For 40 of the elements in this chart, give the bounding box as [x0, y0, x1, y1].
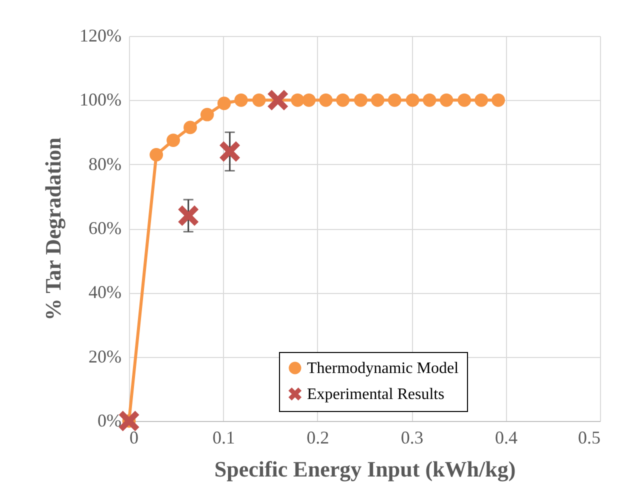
x-tick-label: 0.1	[212, 428, 235, 448]
y-tick-label: 80%	[88, 154, 122, 174]
point	[234, 93, 248, 107]
point	[178, 205, 199, 226]
point	[302, 93, 316, 107]
point	[220, 141, 240, 162]
y-tick-label: 20%	[88, 346, 122, 366]
x-tick-label: 0	[130, 428, 138, 448]
point	[370, 93, 384, 107]
point	[200, 108, 214, 122]
legend-label: Experimental Results	[307, 386, 444, 403]
point	[492, 93, 505, 107]
y-axis-title: % Tar Degradation	[40, 138, 66, 320]
point	[388, 93, 402, 107]
y-tick-label: 40%	[88, 282, 122, 302]
legend-label: Thermodynamic Model	[307, 360, 460, 377]
point	[354, 93, 368, 107]
point	[166, 134, 180, 147]
point	[184, 120, 197, 134]
x-tick-label: 0.3	[400, 428, 424, 448]
y-tick-label: 0%	[98, 410, 122, 430]
point	[268, 90, 288, 110]
x-axis-title: Specific Energy Input (kWh/kg)	[214, 456, 516, 482]
point	[406, 93, 420, 107]
y-tick-label: 100%	[80, 90, 122, 110]
point	[336, 93, 350, 107]
point	[290, 93, 304, 107]
point	[319, 93, 333, 107]
point	[458, 93, 472, 107]
y-tick-label: 120%	[80, 26, 122, 46]
point	[422, 93, 436, 107]
point	[474, 93, 488, 107]
x-tick-label: 0.4	[495, 428, 518, 448]
point	[217, 96, 231, 110]
point	[150, 148, 164, 162]
point	[252, 93, 266, 107]
point	[440, 93, 454, 107]
y-tick-label: 60%	[88, 218, 122, 238]
x-tick-label: 0.2	[306, 428, 330, 448]
x-tick-label: 0.5	[578, 428, 600, 448]
